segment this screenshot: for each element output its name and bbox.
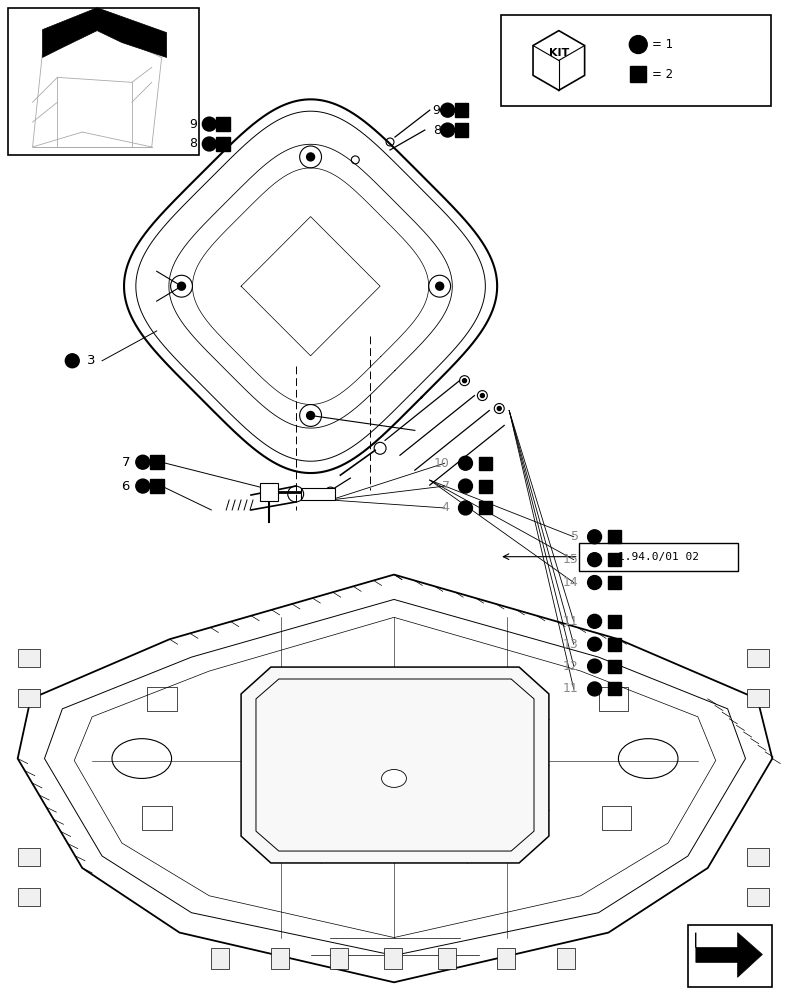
Bar (497, 948, 515, 969)
Text: KIT: KIT (548, 47, 569, 57)
Text: 15: 15 (563, 553, 578, 566)
Text: 7: 7 (441, 480, 450, 493)
Text: 4: 4 (442, 501, 450, 514)
Text: = 1: = 1 (652, 38, 673, 51)
Circle shape (588, 553, 601, 567)
Bar (17, 848, 39, 866)
Circle shape (459, 479, 473, 493)
Circle shape (440, 103, 455, 117)
Bar (301, 488, 336, 500)
Circle shape (588, 659, 601, 673)
Bar (608, 615, 621, 628)
Circle shape (203, 137, 216, 151)
Text: 12: 12 (563, 660, 578, 673)
Polygon shape (43, 8, 166, 57)
Ellipse shape (381, 769, 407, 787)
Bar (216, 117, 230, 131)
Bar (608, 576, 621, 589)
Circle shape (588, 682, 601, 696)
Circle shape (203, 117, 216, 131)
Circle shape (588, 576, 601, 589)
Bar (630, 66, 646, 82)
Circle shape (588, 637, 601, 651)
Bar (578, 543, 738, 571)
Text: 8: 8 (189, 137, 198, 150)
Text: 7: 7 (121, 456, 130, 469)
Circle shape (436, 282, 444, 290)
Polygon shape (241, 667, 549, 863)
Bar (748, 888, 769, 906)
Text: 13: 13 (563, 638, 578, 651)
Bar (330, 948, 348, 969)
Text: 9: 9 (433, 104, 440, 117)
Text: 9: 9 (190, 118, 198, 131)
Bar (455, 123, 469, 137)
Circle shape (307, 153, 314, 161)
Bar (479, 480, 492, 493)
Bar (384, 948, 402, 969)
Circle shape (459, 456, 473, 470)
Circle shape (459, 501, 473, 515)
Circle shape (65, 354, 80, 368)
Circle shape (463, 379, 466, 383)
Circle shape (481, 394, 485, 398)
Bar (271, 948, 288, 969)
Bar (608, 530, 621, 543)
Bar (211, 948, 229, 969)
Bar (260, 483, 278, 501)
Bar (608, 553, 621, 566)
Text: = 2: = 2 (652, 68, 673, 81)
Circle shape (497, 407, 501, 411)
Bar (142, 806, 172, 830)
Bar (501, 15, 771, 106)
Bar (748, 848, 769, 866)
Circle shape (630, 36, 647, 53)
Bar (748, 689, 769, 707)
Bar (599, 687, 628, 711)
Bar (608, 638, 621, 651)
Circle shape (440, 123, 455, 137)
Text: 10: 10 (433, 457, 450, 470)
Bar (17, 649, 39, 667)
Bar (688, 925, 772, 987)
Bar (557, 948, 574, 969)
Text: 11: 11 (563, 682, 578, 695)
Circle shape (307, 411, 314, 419)
Circle shape (136, 479, 150, 493)
Polygon shape (17, 575, 772, 982)
Bar (479, 457, 492, 470)
Bar (17, 689, 39, 707)
Bar (455, 103, 469, 117)
Bar (748, 649, 769, 667)
Circle shape (136, 455, 150, 469)
Bar (479, 501, 492, 514)
Bar (150, 455, 164, 469)
Bar (437, 948, 455, 969)
Circle shape (588, 614, 601, 628)
Bar (608, 682, 621, 695)
Bar (8, 8, 199, 155)
Bar (216, 137, 230, 151)
Text: 8: 8 (433, 124, 440, 137)
Bar (147, 687, 177, 711)
Bar (608, 660, 621, 673)
Bar (601, 806, 631, 830)
Polygon shape (696, 933, 762, 977)
Text: 6: 6 (121, 480, 130, 493)
Text: 11: 11 (563, 615, 578, 628)
Text: 14: 14 (563, 576, 578, 589)
Text: 5: 5 (571, 530, 578, 543)
Text: 3: 3 (87, 354, 95, 367)
Circle shape (588, 530, 601, 544)
Bar (150, 479, 164, 493)
Text: 1.94.0/01 02: 1.94.0/01 02 (618, 552, 699, 562)
Bar (17, 888, 39, 906)
Circle shape (177, 282, 185, 290)
